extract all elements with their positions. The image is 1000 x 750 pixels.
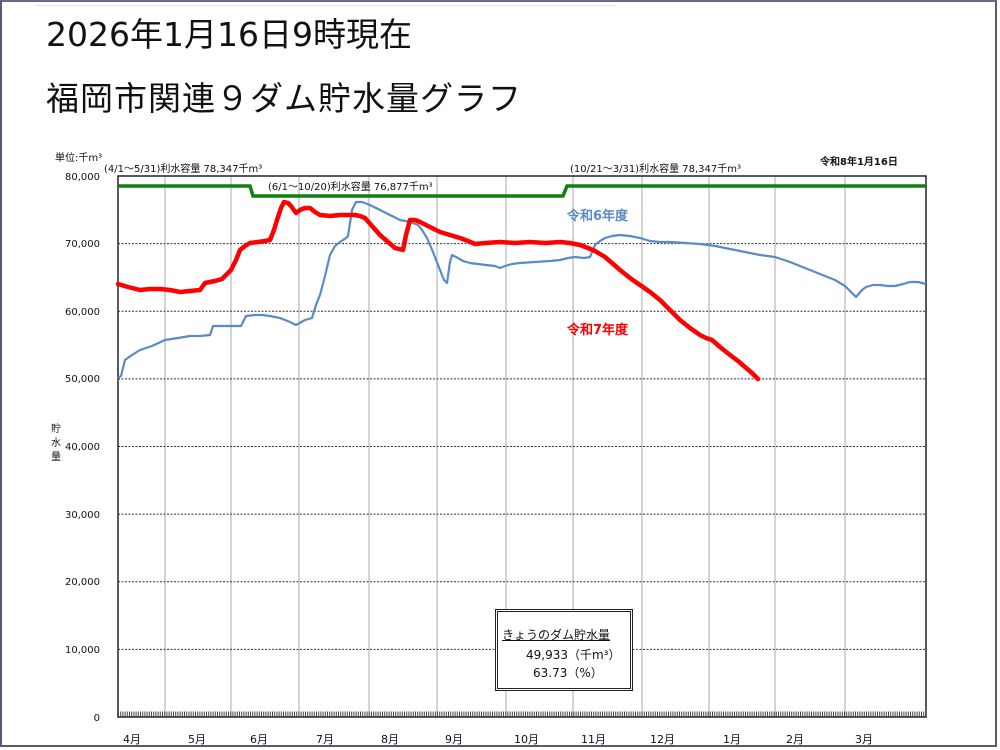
- today-storage-heading: きょうのダム貯水量: [502, 628, 611, 642]
- page-title-graph: 福岡市関連９ダム貯水量グラフ: [46, 79, 522, 118]
- y-axis-title: 貯 水 量: [51, 423, 61, 463]
- capacity-line: [118, 184, 926, 198]
- ytick-20000: 20,000: [65, 577, 100, 588]
- svg-text:8月: 8月: [381, 733, 399, 746]
- chart-date-label: 令和8年1月16日: [819, 155, 898, 168]
- today-storage-box: きょうのダム貯水量 49,933（千m³） 63.73（%）: [495, 609, 633, 691]
- svg-text:2月: 2月: [786, 733, 804, 746]
- capacity-label-oct-mar: (10/21～3/31)利水容量 78,347千m³: [570, 162, 741, 175]
- svg-text:5月: 5月: [188, 733, 206, 746]
- svg-text:10月: 10月: [514, 733, 539, 746]
- svg-text:水: 水: [51, 437, 61, 449]
- svg-text:1月: 1月: [723, 733, 741, 746]
- ytick-80000: 80,000: [65, 172, 100, 183]
- series-r6-line: [117, 200, 927, 379]
- svg-text:9月: 9月: [445, 733, 463, 746]
- today-storage-percent: 63.73（%）: [533, 666, 603, 680]
- ytick-30000: 30,000: [65, 510, 100, 521]
- unit-label: 単位:千m³: [55, 151, 102, 164]
- ytick-0: 0: [94, 713, 100, 724]
- series-r7-line: [115, 199, 761, 382]
- capacity-label-apr-may: (4/1～5/31)利水容量 78,347千m³: [104, 162, 262, 175]
- svg-text:量: 量: [51, 451, 61, 463]
- svg-text:11月: 11月: [581, 733, 606, 746]
- top-divider: [36, 5, 616, 6]
- series-label-r6: 令和6年度: [567, 208, 629, 224]
- ytick-60000: 60,000: [65, 307, 100, 318]
- y-axis-labels: 80,000 70,000 60,000 50,000 40,000 30,00…: [65, 172, 100, 724]
- svg-text:3月: 3月: [855, 733, 873, 746]
- x-axis-labels: 4月 5月 6月 7月 8月 9月 10月 11月 12月 1月 2月 3月: [123, 733, 873, 746]
- ytick-70000: 70,000: [65, 239, 100, 250]
- ytick-50000: 50,000: [65, 374, 100, 385]
- svg-text:4月: 4月: [123, 733, 141, 746]
- plot-border: [117, 175, 927, 718]
- capacity-label-jun-oct: (6/1～10/20)利水容量 76,877千m³: [268, 180, 433, 193]
- svg-text:12月: 12月: [650, 733, 675, 746]
- today-storage-volume: 49,933（千m³）: [526, 648, 621, 662]
- svg-text:6月: 6月: [250, 733, 268, 746]
- page-title-datetime: 2026年1月16日9時現在: [46, 15, 412, 54]
- svg-text:7月: 7月: [316, 733, 334, 746]
- ytick-40000: 40,000: [65, 442, 100, 453]
- svg-text:貯: 貯: [51, 423, 61, 435]
- series-label-r7: 令和7年度: [567, 322, 629, 338]
- ytick-10000: 10,000: [65, 645, 100, 656]
